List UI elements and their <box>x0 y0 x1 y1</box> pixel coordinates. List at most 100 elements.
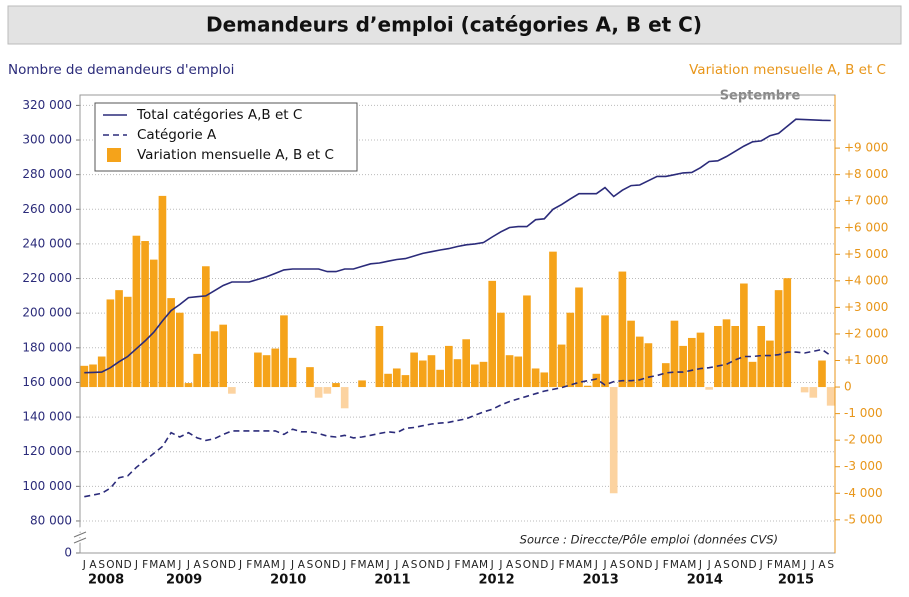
bar <box>592 373 601 388</box>
y2-tick-label: -5 000 <box>844 512 883 526</box>
y2-axis-label: Variation mensuelle A, B et C <box>689 62 886 78</box>
x-tick-label: J <box>498 559 502 571</box>
x-tick-label: S <box>202 559 209 571</box>
x-tick-label: N <box>532 559 540 571</box>
bar <box>826 387 835 406</box>
bar <box>766 340 774 388</box>
year-label: 2011 <box>374 573 410 588</box>
x-tick-label: M <box>271 559 280 571</box>
x-tick-label: F <box>454 559 460 571</box>
bar <box>436 369 444 388</box>
x-tick-label: N <box>115 559 123 571</box>
x-tick-label: A <box>714 559 722 571</box>
bar <box>262 355 271 388</box>
bar <box>800 387 809 393</box>
x-tick-label: J <box>177 559 181 571</box>
x-tick-label: J <box>594 559 598 571</box>
bar <box>418 360 427 388</box>
x-tick-label: J <box>134 559 138 571</box>
bar <box>453 359 462 388</box>
x-tick-label: M <box>479 559 488 571</box>
bar <box>254 352 262 388</box>
x-tick-label: A <box>159 559 167 571</box>
x-tick-label: O <box>523 559 531 571</box>
bar <box>783 278 792 388</box>
x-tick-label: S <box>723 559 730 571</box>
x-tick-label: F <box>559 559 565 571</box>
bar <box>523 295 531 388</box>
x-tick-label: J <box>759 559 763 571</box>
x-tick-label: N <box>636 559 644 571</box>
bar <box>149 259 158 388</box>
x-tick-label: M <box>375 559 384 571</box>
x-tick-label: F <box>350 559 356 571</box>
x-tick-label: N <box>323 559 331 571</box>
bar <box>80 365 89 388</box>
x-tick-label: S <box>619 559 626 571</box>
x-tick-label: M <box>583 559 592 571</box>
y2-tick-label: +5 000 <box>844 247 888 261</box>
bar <box>123 296 132 388</box>
bar <box>288 357 297 388</box>
y2-tick-label: +8 000 <box>844 167 888 181</box>
bar <box>714 325 722 388</box>
y-tick-label: 80 000 <box>30 513 72 527</box>
title-bar <box>7 5 902 45</box>
legend-swatch <box>107 148 121 162</box>
year-label: 2008 <box>88 573 124 588</box>
x-tick-label: M <box>687 559 696 571</box>
y-tick-label: 140 000 <box>22 410 72 424</box>
x-tick-label: J <box>290 559 294 571</box>
bar <box>384 373 392 388</box>
y-tick-label: 0 <box>64 546 72 560</box>
x-tick-label: M <box>253 559 262 571</box>
bar <box>696 332 705 388</box>
bar <box>479 361 488 388</box>
year-label: 2012 <box>478 573 514 588</box>
y2-tick-label: +1 000 <box>844 353 888 367</box>
bar <box>774 290 783 388</box>
x-tick-label: D <box>436 559 444 571</box>
x-tick-label: A <box>89 559 97 571</box>
x-tick-label: S <box>411 559 418 571</box>
bar <box>228 387 236 394</box>
x-tick-label: O <box>106 559 114 571</box>
x-tick-label: D <box>644 559 652 571</box>
chart-title: Demandeurs d’emploi (catégories A, B et … <box>206 13 702 37</box>
bar <box>809 387 818 398</box>
x-tick-label: A <box>680 559 688 571</box>
x-tick-label: M <box>566 559 575 571</box>
legend-label: Variation mensuelle A, B et C <box>137 147 334 163</box>
x-tick-label: J <box>82 559 86 571</box>
year-label: 2013 <box>583 573 619 588</box>
y2-tick-label: +7 000 <box>844 194 888 208</box>
bar <box>549 251 557 388</box>
x-tick-label: A <box>263 559 271 571</box>
bar <box>392 368 401 388</box>
y-tick-label: 180 000 <box>22 340 72 354</box>
bar <box>471 364 479 388</box>
bar <box>210 331 219 388</box>
bar <box>618 271 627 388</box>
bar <box>202 266 210 388</box>
x-tick-label: J <box>281 559 285 571</box>
bar <box>427 355 436 388</box>
x-tick-label: D <box>332 559 340 571</box>
legend <box>94 102 358 172</box>
x-tick-label: J <box>707 559 711 571</box>
x-tick-label: J <box>698 559 702 571</box>
y2-tick-label: +3 000 <box>844 300 888 314</box>
bar <box>89 364 97 388</box>
x-tick-label: O <box>419 559 427 571</box>
x-tick-label: A <box>610 559 618 571</box>
x-tick-label: A <box>367 559 375 571</box>
y2-tick-label: +6 000 <box>844 220 888 234</box>
x-tick-label: J <box>802 559 806 571</box>
bar <box>644 343 653 388</box>
bar <box>740 283 748 388</box>
y-tick-label: 300 000 <box>22 133 72 147</box>
bar <box>748 361 757 388</box>
y-tick-label: 280 000 <box>22 167 72 181</box>
x-tick-label: F <box>663 559 669 571</box>
x-tick-label: A <box>818 559 826 571</box>
